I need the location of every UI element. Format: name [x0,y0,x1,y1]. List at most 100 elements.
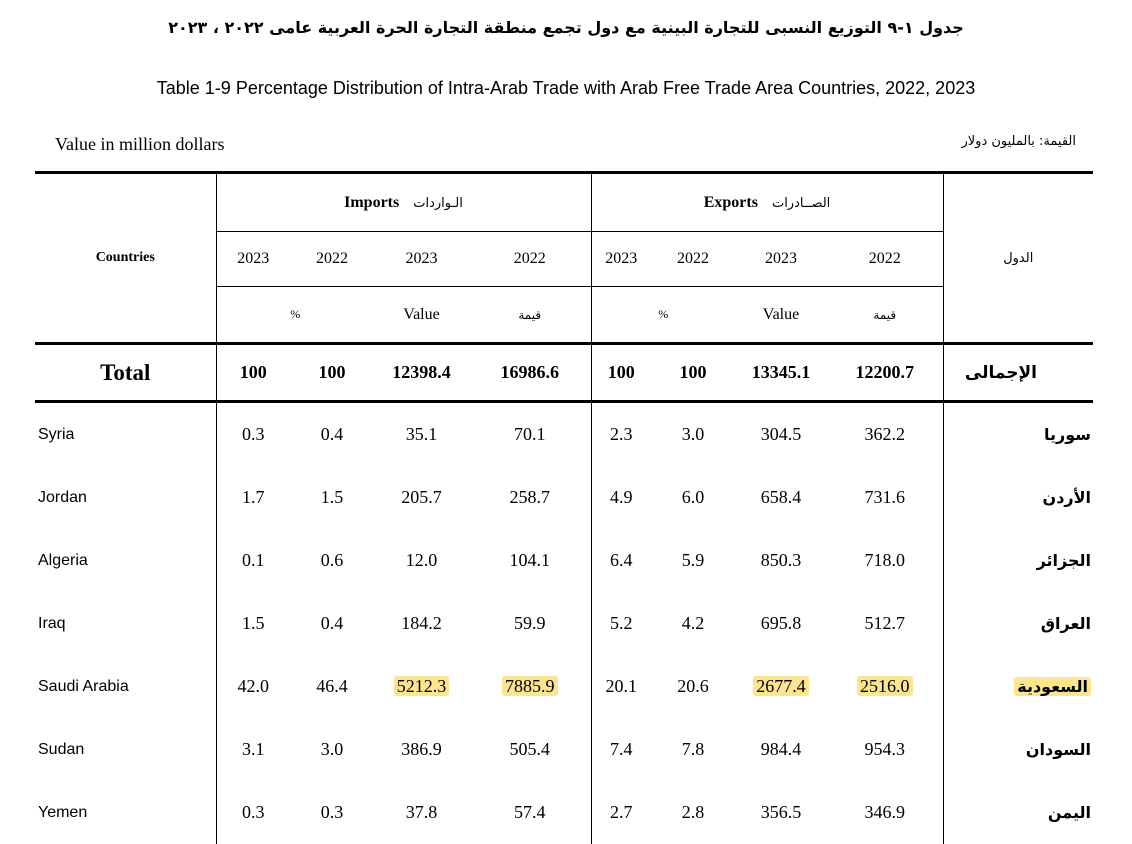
table-cell: 6.0 [681,487,705,507]
exports-header: Exports الصــادرات [590,172,944,232]
exports-value-header-arabic: قيمة [827,286,944,344]
table-cell: 258.7 [509,487,551,507]
country-name-arabic: اليمن [942,781,1094,844]
table-cell: 3.1 [215,718,290,781]
year-header-row: 2023 2022 2023 2022 2023 2022 2023 2022 [35,231,1093,287]
table-cell: 0.1 [215,529,290,592]
table-cell: 695.8 [760,613,802,633]
country-name: Iraq [38,614,66,632]
table-cell: 356.5 [760,802,802,822]
table-cell: 12398.4 [374,342,469,403]
country-name: Saudi Arabia [38,677,129,695]
table-cell: 0.3 [215,401,290,466]
exports-value-header: Value [735,286,827,344]
table-cell: 2516.0 [827,655,943,718]
table-cell: 35.1 [405,424,438,444]
table-cell: 3.0 [320,739,344,759]
exports-label: Exports [703,193,758,211]
year-header: 2022 [290,231,374,287]
table-cell: 100 [215,342,290,403]
highlighted-value: 5212.3 [393,676,450,696]
imports-header: Imports الـواردات [215,172,591,232]
table-cell: 304.5 [760,424,802,444]
unit-header-row: % Value قيمة % Value قيمة [35,286,1093,344]
country-name: Jordan [38,488,87,506]
countries-header: Countries [95,250,155,265]
country-name: Algeria [38,551,88,569]
table-cell: 718.0 [864,550,906,570]
table-cell: 731.6 [864,487,906,507]
table-cell: 7.8 [681,739,705,759]
table-cell: 6.4 [590,529,651,592]
exports-label-arabic: الصــادرات [771,195,831,211]
countries-header-arabic: الدول [942,172,1094,344]
highlighted-country: السعودية [1014,677,1092,696]
table-row: Yemen 0.3 0.3 37.8 57.4 2.7 2.8 356.5 34… [35,781,1094,844]
table-cell: 505.4 [509,739,551,759]
highlighted-value: 7885.9 [502,676,558,696]
table-cell: 37.8 [405,802,438,822]
table-cell: 2.3 [590,401,651,466]
table-cell: 658.4 [760,487,802,507]
table-cell: 4.2 [681,613,705,633]
table-cell: 954.3 [864,739,906,759]
table-row: Algeria 0.1 0.6 12.0 104.1 6.4 5.9 850.3… [35,529,1094,592]
table-cell: 0.4 [320,613,344,633]
table-cell: 7885.9 [469,655,591,718]
table-cell: 2677.4 [735,655,827,718]
table-cell: 346.9 [864,802,906,822]
table-cell: 5212.3 [374,655,469,718]
table-cell: 0.3 [215,781,290,844]
year-header: 2022 [469,231,591,287]
table-cell: 12200.7 [827,342,944,403]
table-cell: 5.2 [590,592,651,655]
year-header: 2023 [735,231,827,287]
imports-label: Imports [344,193,400,211]
imports-percent-header: % [215,286,374,344]
table-cell: 1.5 [215,592,290,655]
year-header: 2022 [651,231,735,287]
table-cell: 100 [290,342,374,403]
highlighted-value: 2677.4 [753,676,809,696]
table-cell: 205.7 [401,487,442,507]
table-cell: 100 [651,342,735,403]
table-cell: 1.7 [215,466,290,529]
table-cell: 104.1 [509,550,551,570]
table-cell: 42.0 [215,655,290,718]
country-name-arabic: العراق [942,592,1094,655]
table-cell: 362.2 [864,424,906,444]
highlighted-value: 2516.0 [857,676,913,696]
imports-value-header-arabic: قيمة [469,286,591,344]
table-cell: 984.4 [760,739,802,759]
table-cell: 70.1 [514,424,546,444]
year-header: 2022 [827,231,944,287]
unit-label-english: Value in million dollars [55,134,225,154]
total-label: Total [35,342,216,403]
table-cell: 57.4 [514,802,546,822]
table-cell: 20.1 [590,655,651,718]
country-name-arabic: الجزائر [942,529,1094,592]
table-cell: 7.4 [590,718,651,781]
table-cell: 13345.1 [735,342,827,403]
country-name-arabic: الأردن [942,466,1094,529]
year-header: 2023 [590,231,651,287]
table-title-english: Table 1-9 Percentage Distribution of Int… [156,78,976,98]
table-row: Sudan 3.1 3.0 386.9 505.4 7.4 7.8 984.4 … [35,718,1094,781]
table-cell: 20.6 [677,676,709,696]
table-cell: 3.0 [681,424,705,444]
exports-percent-header: % [590,286,735,344]
table-row: Syria 0.3 0.4 35.1 70.1 2.3 3.0 304.5 36… [35,401,1094,466]
country-name-arabic: السعودية [942,655,1094,718]
table-cell: 850.3 [760,550,802,570]
table-cell: 2.8 [681,802,705,822]
country-name-arabic: السودان [942,718,1094,781]
table-cell: 16986.6 [469,342,591,403]
table-row: Saudi Arabia 42.0 46.4 5212.3 7885.9 20.… [35,655,1094,718]
imports-value-header: Value [374,286,469,344]
year-header: 2023 [374,231,469,287]
table-title-arabic: جدول ١-٩ التوزيع النسبى للتجارة البينية … [168,18,964,37]
table-cell: 184.2 [401,613,442,633]
table-cell: 0.4 [320,424,344,444]
table-cell: 512.7 [864,613,906,633]
table-cell: 0.3 [320,802,344,822]
